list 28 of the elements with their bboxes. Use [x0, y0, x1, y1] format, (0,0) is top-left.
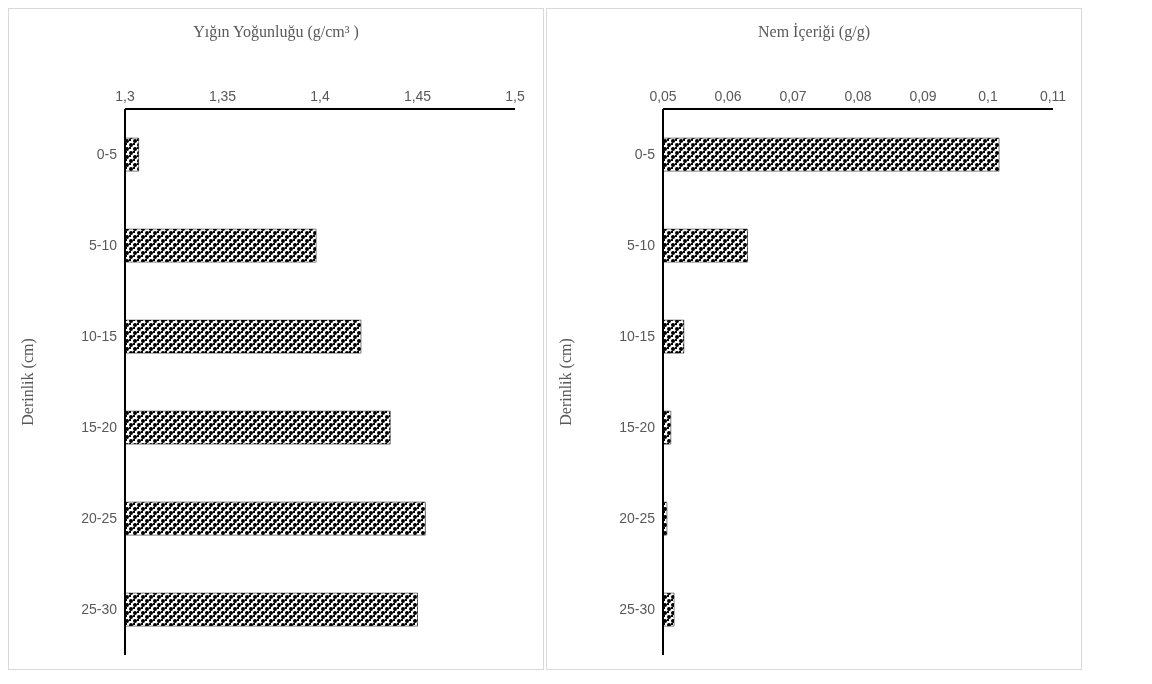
x-tick-label: 0,1	[978, 88, 998, 104]
chart-title: Nem İçeriği (g/g)	[757, 23, 871, 41]
x-tick-label: 1,35	[208, 88, 237, 104]
y-axis-title: Derinlik (cm)	[18, 338, 37, 426]
x-tick-label: 0,09	[909, 88, 937, 104]
y-tick-label: 25-30	[81, 601, 118, 618]
y-tick-label: 0-5	[96, 146, 118, 163]
y-tick-label: 15-20	[81, 419, 118, 436]
y-tick-label: 20-25	[619, 510, 656, 527]
y-tick-label: 10-15	[619, 328, 656, 345]
x-tick-label: 0,06	[714, 88, 742, 104]
y-tick-label: 15-20	[619, 419, 656, 436]
x-tick-label: 0,08	[844, 88, 872, 104]
x-tick-label: 1,5	[505, 88, 525, 104]
x-tick-label: 1,45	[403, 88, 432, 104]
y-tick-label: 5-10	[626, 237, 656, 254]
y-tick-label: 10-15	[81, 328, 118, 345]
y-tick-label: 20-25	[81, 510, 118, 527]
x-tick-label: 1,3	[115, 88, 135, 104]
x-tick-label: 0,07	[779, 88, 807, 104]
y-tick-label: 0-5	[634, 146, 656, 163]
x-tick-label: 1,4	[310, 88, 330, 104]
y-axis-title: Derinlik (cm)	[556, 338, 575, 426]
y-tick-label: 5-10	[88, 237, 118, 254]
x-tick-label: 0,11	[1039, 88, 1067, 104]
y-tick-label: 25-30	[619, 601, 656, 618]
chart-title: Yığın Yoğunluğu (g/cm³ )	[192, 23, 360, 41]
x-tick-label: 0,05	[649, 88, 677, 104]
